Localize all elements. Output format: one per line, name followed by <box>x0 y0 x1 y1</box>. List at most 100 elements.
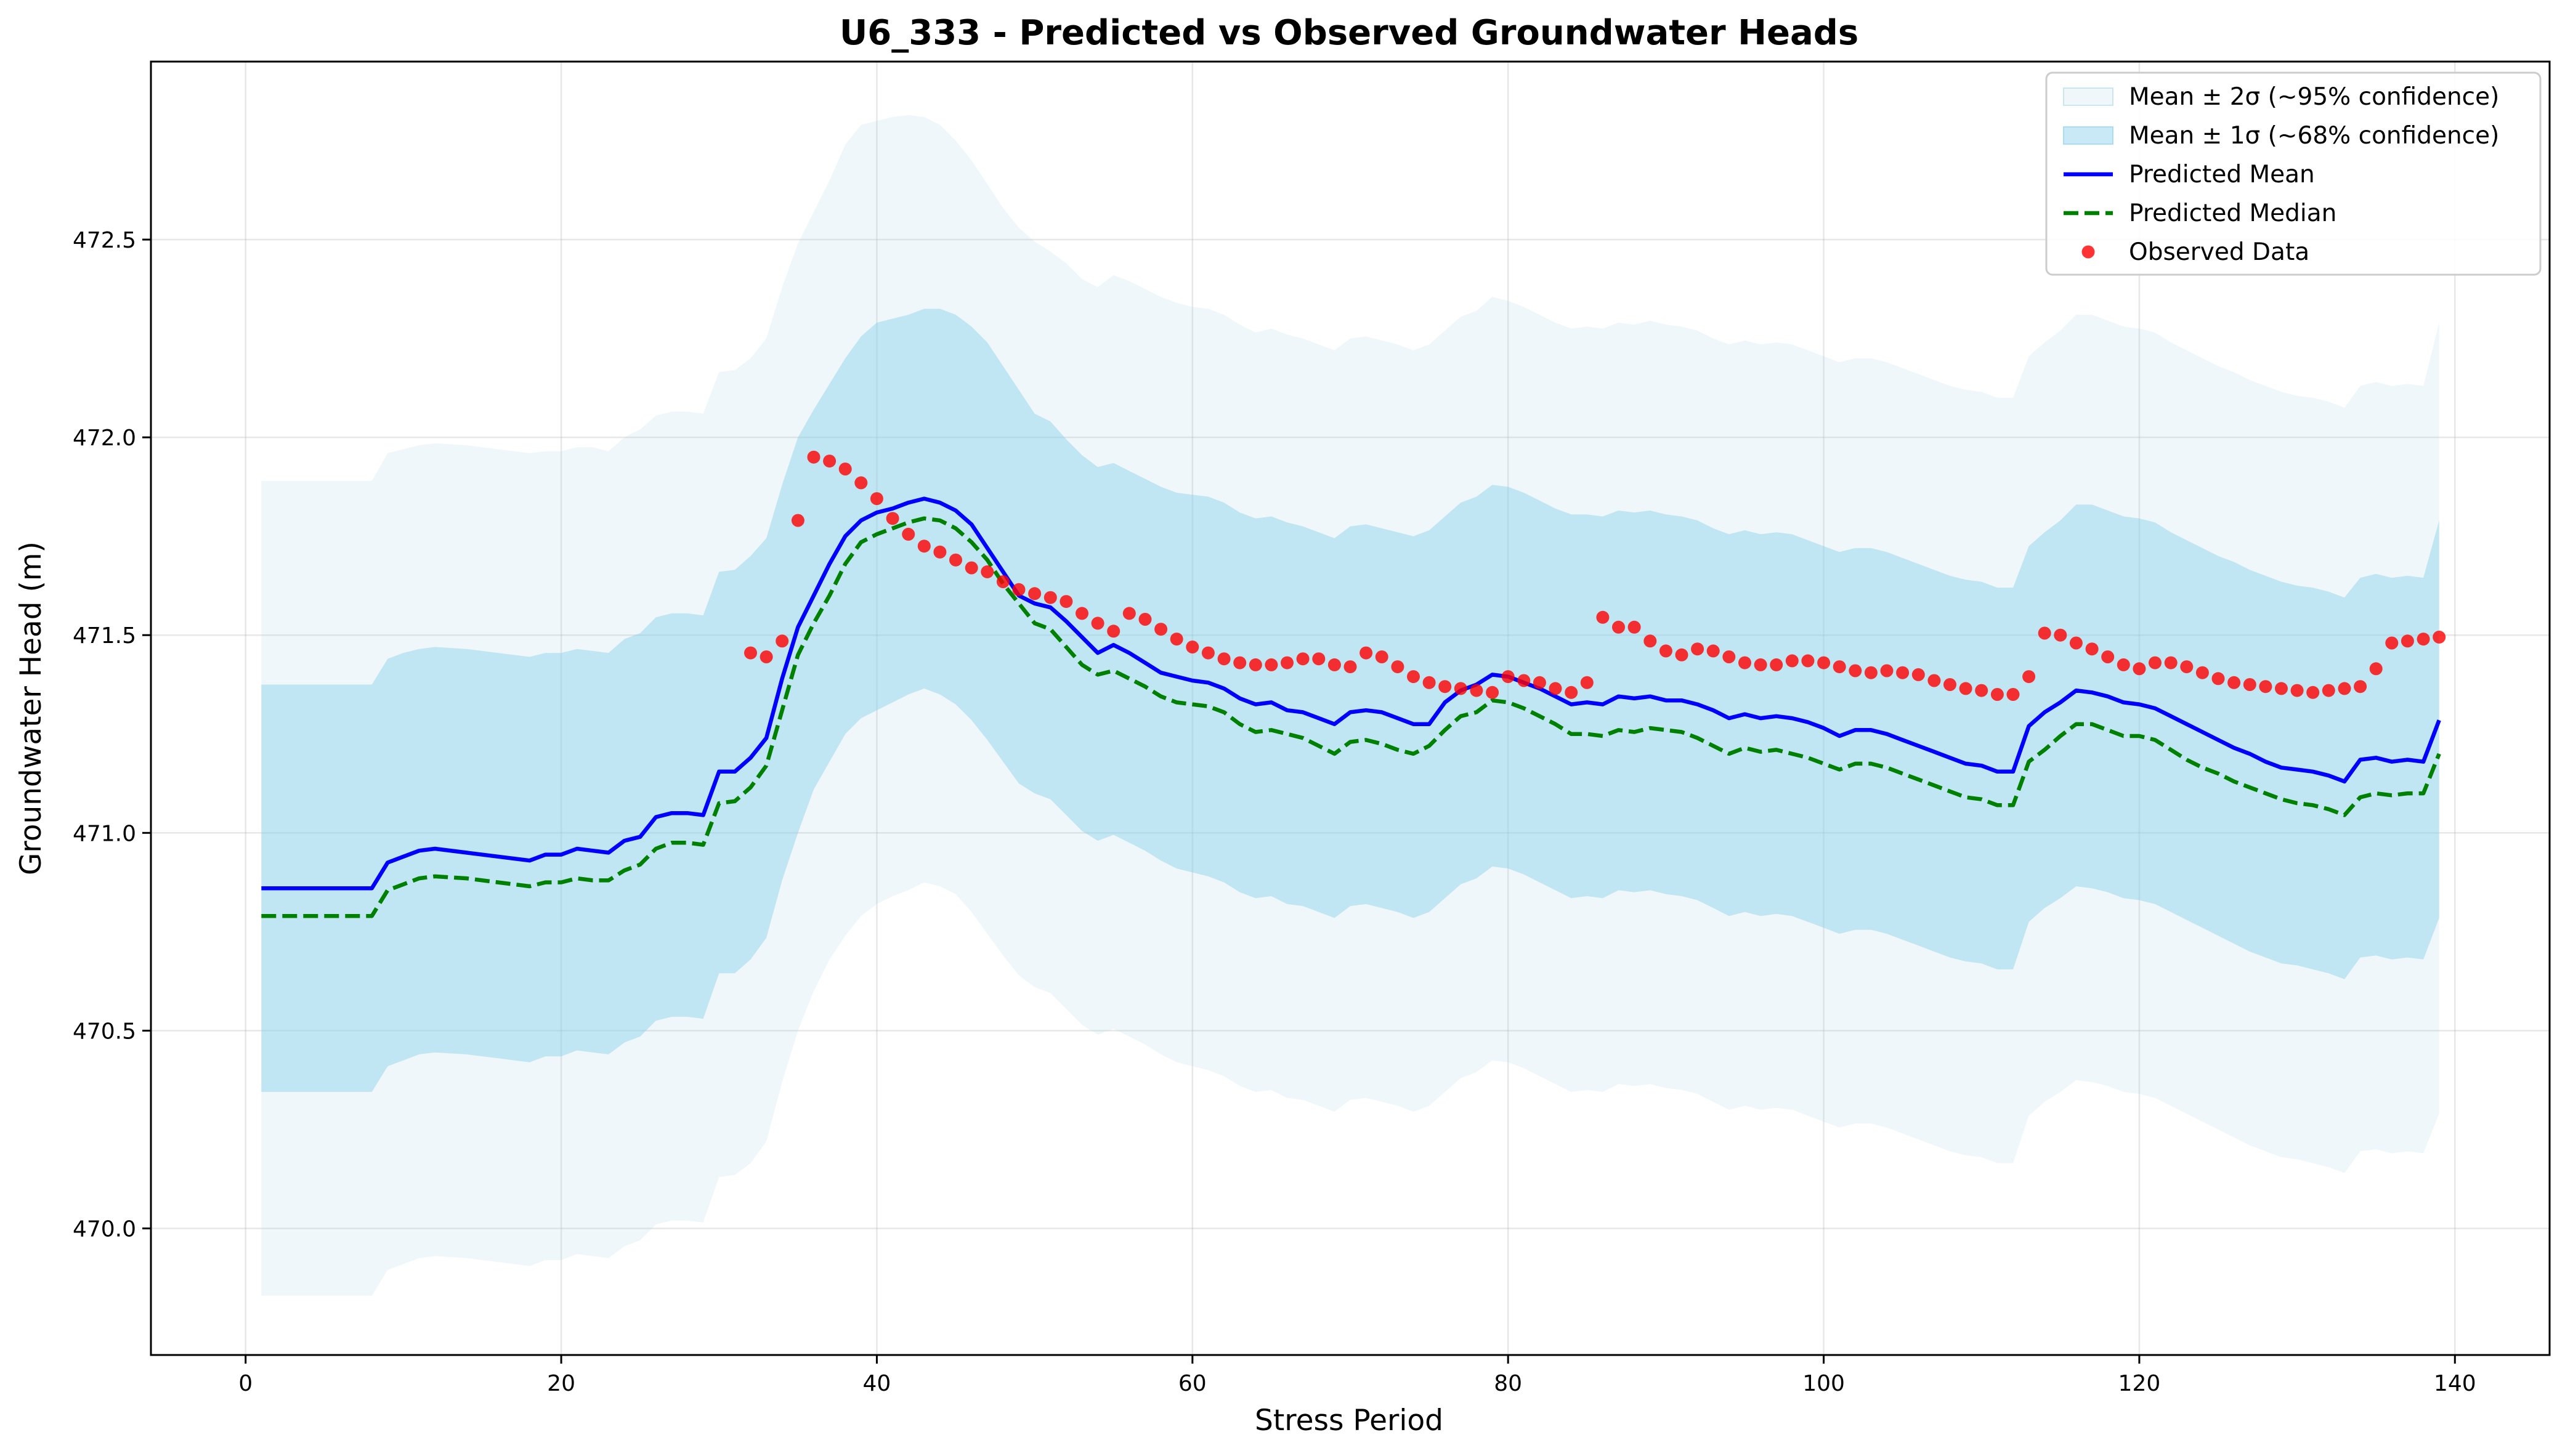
observed-point <box>1138 613 1152 626</box>
observed-point <box>1833 660 1846 674</box>
mean-series <box>261 496 2441 891</box>
observed-point <box>854 476 868 490</box>
observed-point <box>1943 678 1956 691</box>
observed-point <box>1975 684 1988 697</box>
observed-point <box>2338 682 2351 695</box>
observed-point <box>1312 652 1326 666</box>
x-tick-label: 100 <box>1802 1371 1845 1396</box>
observed-point <box>1107 625 1120 638</box>
predicted-median-line <box>261 516 2441 918</box>
observed-point <box>1296 652 1310 666</box>
legend-label: Mean ± 2σ (~95% confidence) <box>2129 83 2499 111</box>
legend-label: Mean ± 1σ (~68% confidence) <box>2129 122 2499 150</box>
observed-point <box>776 634 789 648</box>
observed-point <box>1422 676 1436 689</box>
legend-label: Predicted Median <box>2129 200 2336 227</box>
band-1sigma <box>261 309 2439 1092</box>
observed-point <box>1091 617 1104 630</box>
observed-point <box>2369 662 2383 676</box>
observed-point <box>2038 626 2051 640</box>
observed-point <box>2069 636 2083 650</box>
legend-label: Predicted Mean <box>2129 161 2315 188</box>
observed-point <box>1327 658 1341 671</box>
observed-point <box>1691 642 1704 656</box>
observed-point <box>1770 658 1783 671</box>
observed-point <box>1533 676 1546 689</box>
observed-point <box>2101 650 2115 663</box>
observed-point <box>949 553 962 567</box>
observed-point <box>981 565 994 578</box>
observed-point <box>2133 662 2146 676</box>
observed-point <box>791 514 804 527</box>
observed-point <box>1375 650 1388 663</box>
band-1sigma-area <box>261 309 2439 1092</box>
observed-point <box>1470 684 1483 697</box>
observed-point <box>1122 607 1136 620</box>
observed-point <box>1076 607 1088 620</box>
observed-point <box>1233 656 1247 669</box>
observed-point <box>1201 646 1215 660</box>
chart-title: U6_333 - Predicted vs Observed Groundwat… <box>840 13 1858 53</box>
observed-point <box>1627 620 1641 634</box>
observed-point <box>1359 646 1373 660</box>
observed-point <box>2164 656 2178 669</box>
observed-point <box>996 575 1010 588</box>
observed-point <box>1486 686 1499 699</box>
observed-point <box>2227 676 2241 689</box>
observed-point <box>807 450 821 464</box>
observed-point <box>1580 676 1594 689</box>
observed-point <box>1738 656 1751 669</box>
median-series <box>261 516 2441 918</box>
observed-point <box>2243 678 2256 691</box>
observed-point <box>2022 670 2036 684</box>
observed-point <box>2211 672 2225 686</box>
observed-point <box>1643 634 1657 648</box>
observed-point <box>1896 666 1910 679</box>
observed-point <box>1154 623 1168 636</box>
x-tick-label: 80 <box>1494 1371 1522 1396</box>
grid <box>151 62 2550 1355</box>
observed-point <box>1186 641 1199 653</box>
observed-point <box>1959 682 1972 695</box>
y-tick-label: 472.5 <box>73 228 136 253</box>
y-axis: 470.0 470.5 471.0 471.5 472.0 472.5 <box>73 228 151 1242</box>
x-tick-label: 20 <box>547 1371 575 1396</box>
x-tick-label: 0 <box>238 1371 253 1396</box>
observed-point <box>1517 674 1531 687</box>
observed-point <box>1612 620 1625 634</box>
observed-point <box>1785 654 1799 668</box>
observed-point <box>1249 658 1262 671</box>
observed-point <box>1754 658 1767 671</box>
x-axis-label: Stress Period <box>1255 1404 1443 1438</box>
observed-point <box>1281 656 1294 669</box>
observed-point <box>2054 628 2067 642</box>
observed-point <box>1927 674 1941 687</box>
legend-label: Observed Data <box>2129 238 2309 266</box>
observed-point <box>1596 610 1610 624</box>
observed-point <box>2417 633 2430 646</box>
observed-point <box>2259 680 2272 694</box>
observed-point <box>760 650 773 663</box>
observed-point <box>1722 650 1736 663</box>
legend-swatch <box>2063 87 2113 106</box>
x-tick-label: 120 <box>2118 1371 2161 1396</box>
observed-point <box>886 512 899 525</box>
observed-point <box>1659 644 1672 658</box>
observed-point <box>823 455 837 468</box>
observed-point <box>2354 680 2367 694</box>
observed-point <box>1028 587 1042 601</box>
x-tick-label: 40 <box>863 1371 891 1396</box>
observed-point <box>933 545 947 559</box>
observed-point <box>2195 666 2209 679</box>
observed-point <box>1864 666 1878 679</box>
observed-point <box>1817 656 1831 669</box>
observed-point <box>744 646 757 660</box>
observed-point <box>1565 686 1578 699</box>
observed-point <box>1849 664 1862 677</box>
plot-frame <box>150 60 2551 1356</box>
observed-point <box>1012 583 1026 596</box>
observed-point <box>902 527 915 541</box>
legend: Mean ± 2σ (~95% confidence) Mean ± 1σ (~6… <box>2045 71 2542 276</box>
observed-point <box>2085 642 2099 656</box>
